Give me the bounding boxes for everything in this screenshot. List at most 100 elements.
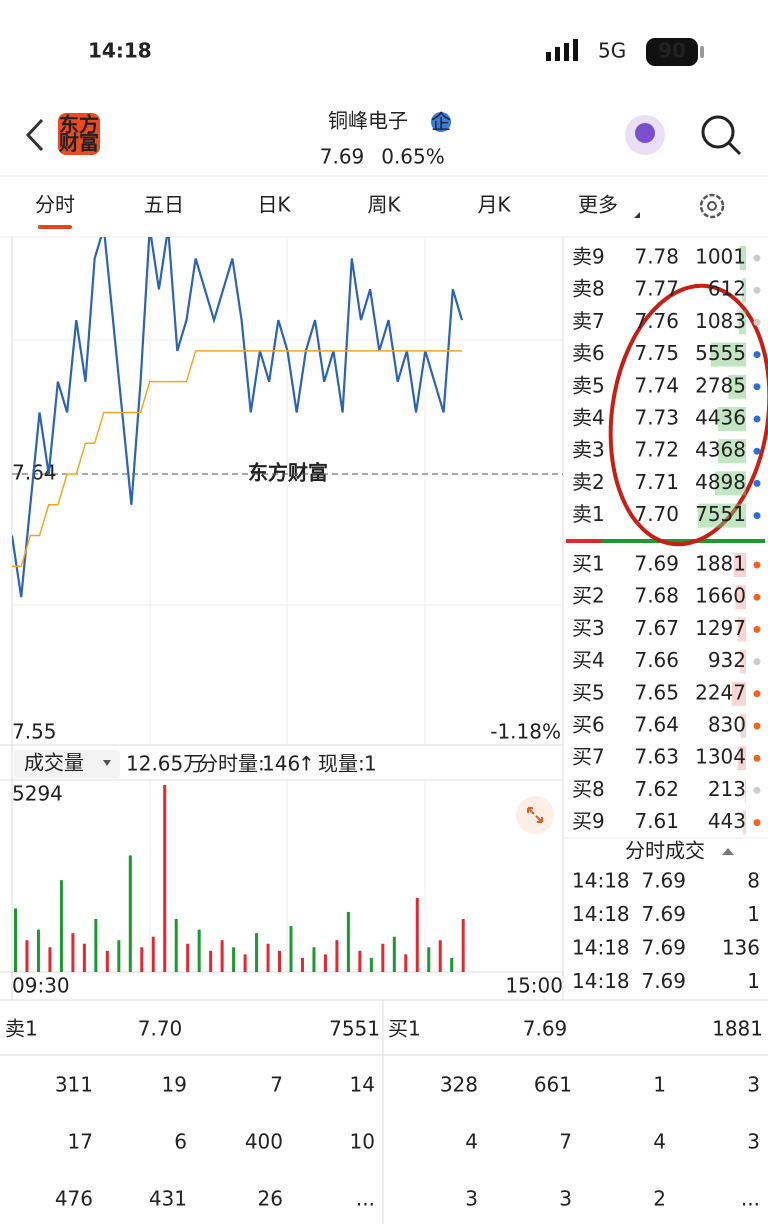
book-label: 卖5: [572, 373, 605, 397]
book-dot: [753, 479, 761, 487]
book-label: 买7: [572, 745, 605, 769]
book-volume: 932: [708, 648, 746, 672]
book-dot: [753, 658, 761, 666]
volume-bar: [243, 954, 247, 972]
book-price: 7.62: [634, 777, 679, 801]
book-price: 7.65: [634, 680, 679, 704]
tab[interactable]: 分时: [35, 193, 75, 217]
queue-order: 476: [55, 1187, 93, 1211]
volume-bar: [427, 947, 431, 972]
trade-volume: 1: [747, 969, 760, 993]
book-price: 7.67: [634, 616, 679, 640]
more-arrow: [634, 212, 640, 218]
summary-price: 7.70: [138, 1017, 183, 1041]
badge: [431, 112, 451, 132]
book-label: 买5: [572, 680, 605, 704]
trade-time: 14:18: [572, 969, 630, 993]
queue-order: 6: [174, 1130, 187, 1154]
volume-highlight: [718, 439, 746, 464]
volume-bar: [278, 950, 282, 972]
logo-text: 东方: [59, 113, 99, 137]
volume-info: 分时量:: [198, 752, 265, 776]
settings-icon[interactable]: [699, 193, 725, 219]
price-line: [12, 237, 464, 598]
book-volume: 2785: [695, 373, 746, 397]
queue-order: 3: [465, 1187, 478, 1211]
volume-bar: [197, 929, 201, 972]
tab[interactable]: 五日: [144, 193, 184, 217]
volume-bar: [232, 947, 236, 972]
indicator-selector[interactable]: [14, 750, 120, 778]
book-label: 买6: [572, 713, 605, 737]
volume-bar: [438, 940, 442, 972]
book-label: 买8: [572, 777, 605, 801]
tab[interactable]: 更多: [578, 193, 618, 217]
network: 5G: [598, 39, 626, 63]
book-volume: 1881: [695, 552, 746, 576]
trade-time: 14:18: [572, 936, 630, 960]
volume-info: 146: [262, 752, 300, 776]
volume-bar: [94, 919, 98, 972]
trade-price: 7.69: [641, 902, 686, 926]
book-volume: 612: [708, 277, 746, 301]
book-label: 卖4: [572, 406, 605, 430]
volume-bar: [312, 947, 316, 972]
book-volume: 443: [708, 809, 746, 833]
tab[interactable]: 日K: [257, 193, 291, 217]
queue-order: ...: [356, 1187, 375, 1211]
book-volume: 830: [708, 713, 746, 737]
volume-bar: [71, 933, 75, 972]
volume-bar: [186, 943, 190, 972]
book-price: 7.64: [634, 713, 679, 737]
volume-bar: [209, 950, 213, 972]
y-tick-label: 7.55: [12, 720, 57, 744]
book-dot: [753, 447, 761, 455]
book-price: 7.61: [634, 809, 679, 833]
queue-order: 7: [270, 1073, 283, 1097]
volume-highlight: [740, 649, 746, 674]
trade-price: 7.69: [641, 936, 686, 960]
book-price: 7.69: [634, 552, 679, 576]
volume-bar: [128, 855, 132, 972]
back-button[interactable]: [25, 118, 44, 152]
volume-highlight: [740, 714, 746, 738]
expand-button[interactable]: [516, 796, 554, 834]
volume-bar: [174, 919, 178, 972]
book-volume: 7551: [695, 502, 746, 526]
battery: [646, 38, 698, 66]
volume-bar: [140, 947, 144, 972]
search-icon[interactable]: [701, 115, 735, 149]
book-label: 买4: [572, 648, 605, 672]
volume-highlight: [737, 746, 746, 771]
volume-bar: [117, 940, 121, 972]
sort-icon[interactable]: [722, 848, 734, 855]
book-label: 卖2: [572, 470, 605, 494]
volume-highlight: [744, 778, 746, 803]
trades-title: 分时成交: [625, 839, 705, 863]
volume-bar: [25, 940, 29, 972]
book-volume: 2247: [695, 680, 746, 704]
volume-highlight: [737, 617, 746, 642]
book-volume: 5555: [695, 341, 746, 365]
queue-order: 4: [653, 1130, 666, 1154]
tab[interactable]: 周K: [367, 193, 401, 217]
queue-order: 14: [350, 1073, 375, 1097]
tab-underline: [38, 225, 72, 229]
average-line: [12, 350, 462, 568]
book-volume: 1001: [695, 245, 746, 269]
volume-bar: [392, 936, 396, 972]
signal-icon: [546, 39, 578, 61]
book-price: 7.70: [634, 502, 679, 526]
volume-bar: [151, 936, 155, 972]
book-dot: [753, 383, 761, 391]
volume-bar: [59, 880, 63, 972]
book-label: 卖3: [572, 438, 605, 462]
book-price: 7.72: [634, 438, 679, 462]
book-dot: [753, 690, 761, 698]
book-price: 7.74: [634, 373, 679, 397]
volume-info: 12.65万: [126, 752, 203, 776]
volume-bar: [105, 950, 109, 972]
summary-volume: 1881: [712, 1017, 763, 1041]
book-dot: [753, 512, 761, 520]
tab[interactable]: 月K: [477, 193, 511, 217]
